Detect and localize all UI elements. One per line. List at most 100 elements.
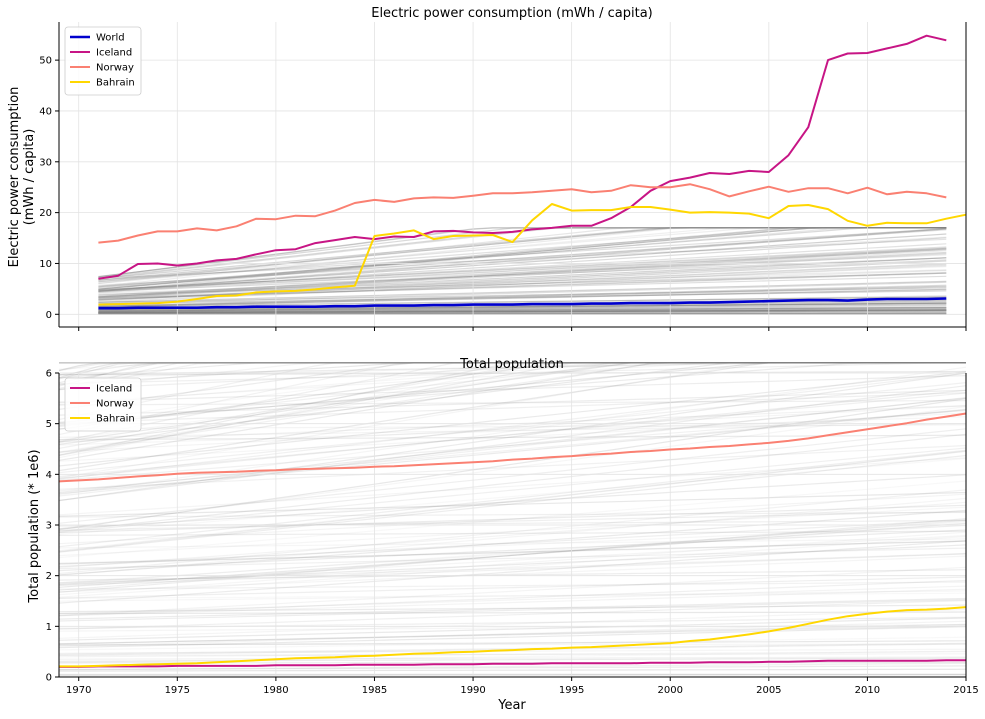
- background-line: [98, 269, 947, 294]
- background-line: [58, 497, 967, 576]
- background-line: [98, 308, 947, 314]
- background-line: [58, 555, 967, 593]
- background-line: [58, 409, 967, 481]
- background-line: [98, 287, 947, 303]
- legend-label-bahrain: Bahrain: [96, 414, 135, 425]
- background-line: [98, 302, 947, 311]
- background-line: [98, 306, 947, 312]
- background-line: [58, 362, 966, 384]
- background-line: [58, 552, 967, 584]
- background-line: [98, 250, 947, 298]
- background-line: [58, 392, 967, 478]
- background-line: [58, 538, 967, 549]
- background-line: [58, 599, 967, 630]
- background-line: [98, 227, 947, 290]
- x-axis-label: Year: [497, 698, 526, 713]
- background-line: [58, 531, 967, 596]
- series-line-iceland: [59, 659, 966, 668]
- background-line: [59, 656, 966, 660]
- background-line: [98, 262, 947, 301]
- background-line: [98, 288, 947, 307]
- background-line: [98, 288, 947, 308]
- background-line: [98, 227, 947, 278]
- background-line: [98, 228, 947, 288]
- background-line: [58, 362, 966, 391]
- background-line: [98, 309, 947, 314]
- background-line: [98, 233, 947, 292]
- background-line: [58, 385, 967, 502]
- background-line: [98, 309, 947, 314]
- axes: 0 10 20 30 40 50: [39, 22, 967, 331]
- background-line: [98, 228, 947, 281]
- background-line: [58, 400, 967, 406]
- background-line: [58, 511, 967, 518]
- background-line: [98, 310, 947, 315]
- background-line: [58, 372, 967, 502]
- background-line: [98, 296, 947, 307]
- background-line: [98, 309, 947, 314]
- background-line: [58, 398, 967, 531]
- x-tick-label: 1970: [66, 685, 91, 696]
- background-line: [59, 668, 967, 672]
- background-line: [58, 662, 967, 671]
- background-line: [59, 611, 967, 615]
- background-line: [58, 366, 967, 496]
- background-line: [58, 449, 967, 548]
- background-line: [98, 227, 947, 282]
- background-country-lines: [58, 362, 967, 678]
- background-line: [58, 450, 967, 552]
- background-line: [98, 310, 947, 314]
- background-line: [58, 604, 967, 613]
- background-line: [58, 405, 967, 530]
- background-line: [58, 362, 966, 445]
- background-line: [58, 408, 967, 492]
- background-line: [98, 311, 947, 314]
- background-line: [58, 624, 967, 632]
- background-line: [58, 362, 966, 459]
- background-line: [58, 362, 966, 371]
- background-line: [58, 362, 966, 404]
- background-line: [58, 501, 967, 568]
- background-line: [58, 362, 966, 379]
- background-line: [58, 530, 967, 536]
- chart-panel-electricity: 0 10 20 30 40 50 Electric power consumption (…: [7, 6, 967, 331]
- y-tick-label: 2: [46, 571, 52, 582]
- background-line: [98, 227, 947, 287]
- background-line: [98, 312, 947, 315]
- background-line: [98, 284, 947, 307]
- background-line: [58, 371, 967, 467]
- background-line: [58, 362, 966, 391]
- background-line: [58, 362, 966, 385]
- background-line: [58, 493, 967, 545]
- background-line: [58, 362, 966, 424]
- legend-label-bahrain: Bahrain: [96, 78, 135, 89]
- background-line: [58, 362, 966, 372]
- y-axis-label-line2: (mWh / capita): [22, 129, 37, 226]
- background-line: [58, 585, 967, 615]
- background-line: [58, 491, 967, 517]
- background-line: [58, 540, 967, 564]
- background-line: [58, 454, 967, 553]
- series-line-norway: [98, 183, 947, 244]
- background-line: [98, 309, 947, 313]
- background-line: [58, 362, 966, 379]
- background-line: [98, 304, 947, 312]
- background-line: [98, 307, 947, 312]
- background-line: [58, 576, 967, 599]
- background-line: [98, 227, 947, 289]
- background-line: [58, 529, 967, 572]
- background-line: [58, 665, 967, 671]
- background-line: [58, 375, 967, 403]
- background-line: [58, 504, 967, 534]
- background-line: [58, 362, 966, 441]
- background-line: [98, 227, 947, 285]
- background-line: [58, 362, 966, 389]
- background-line: [58, 362, 966, 372]
- background-line: [58, 412, 967, 462]
- legend-label-norway: Norway: [96, 399, 134, 410]
- background-line: [98, 248, 947, 298]
- background-line: [98, 229, 947, 287]
- background-line: [98, 227, 947, 290]
- legend: Iceland Norway Bahrain: [64, 377, 142, 432]
